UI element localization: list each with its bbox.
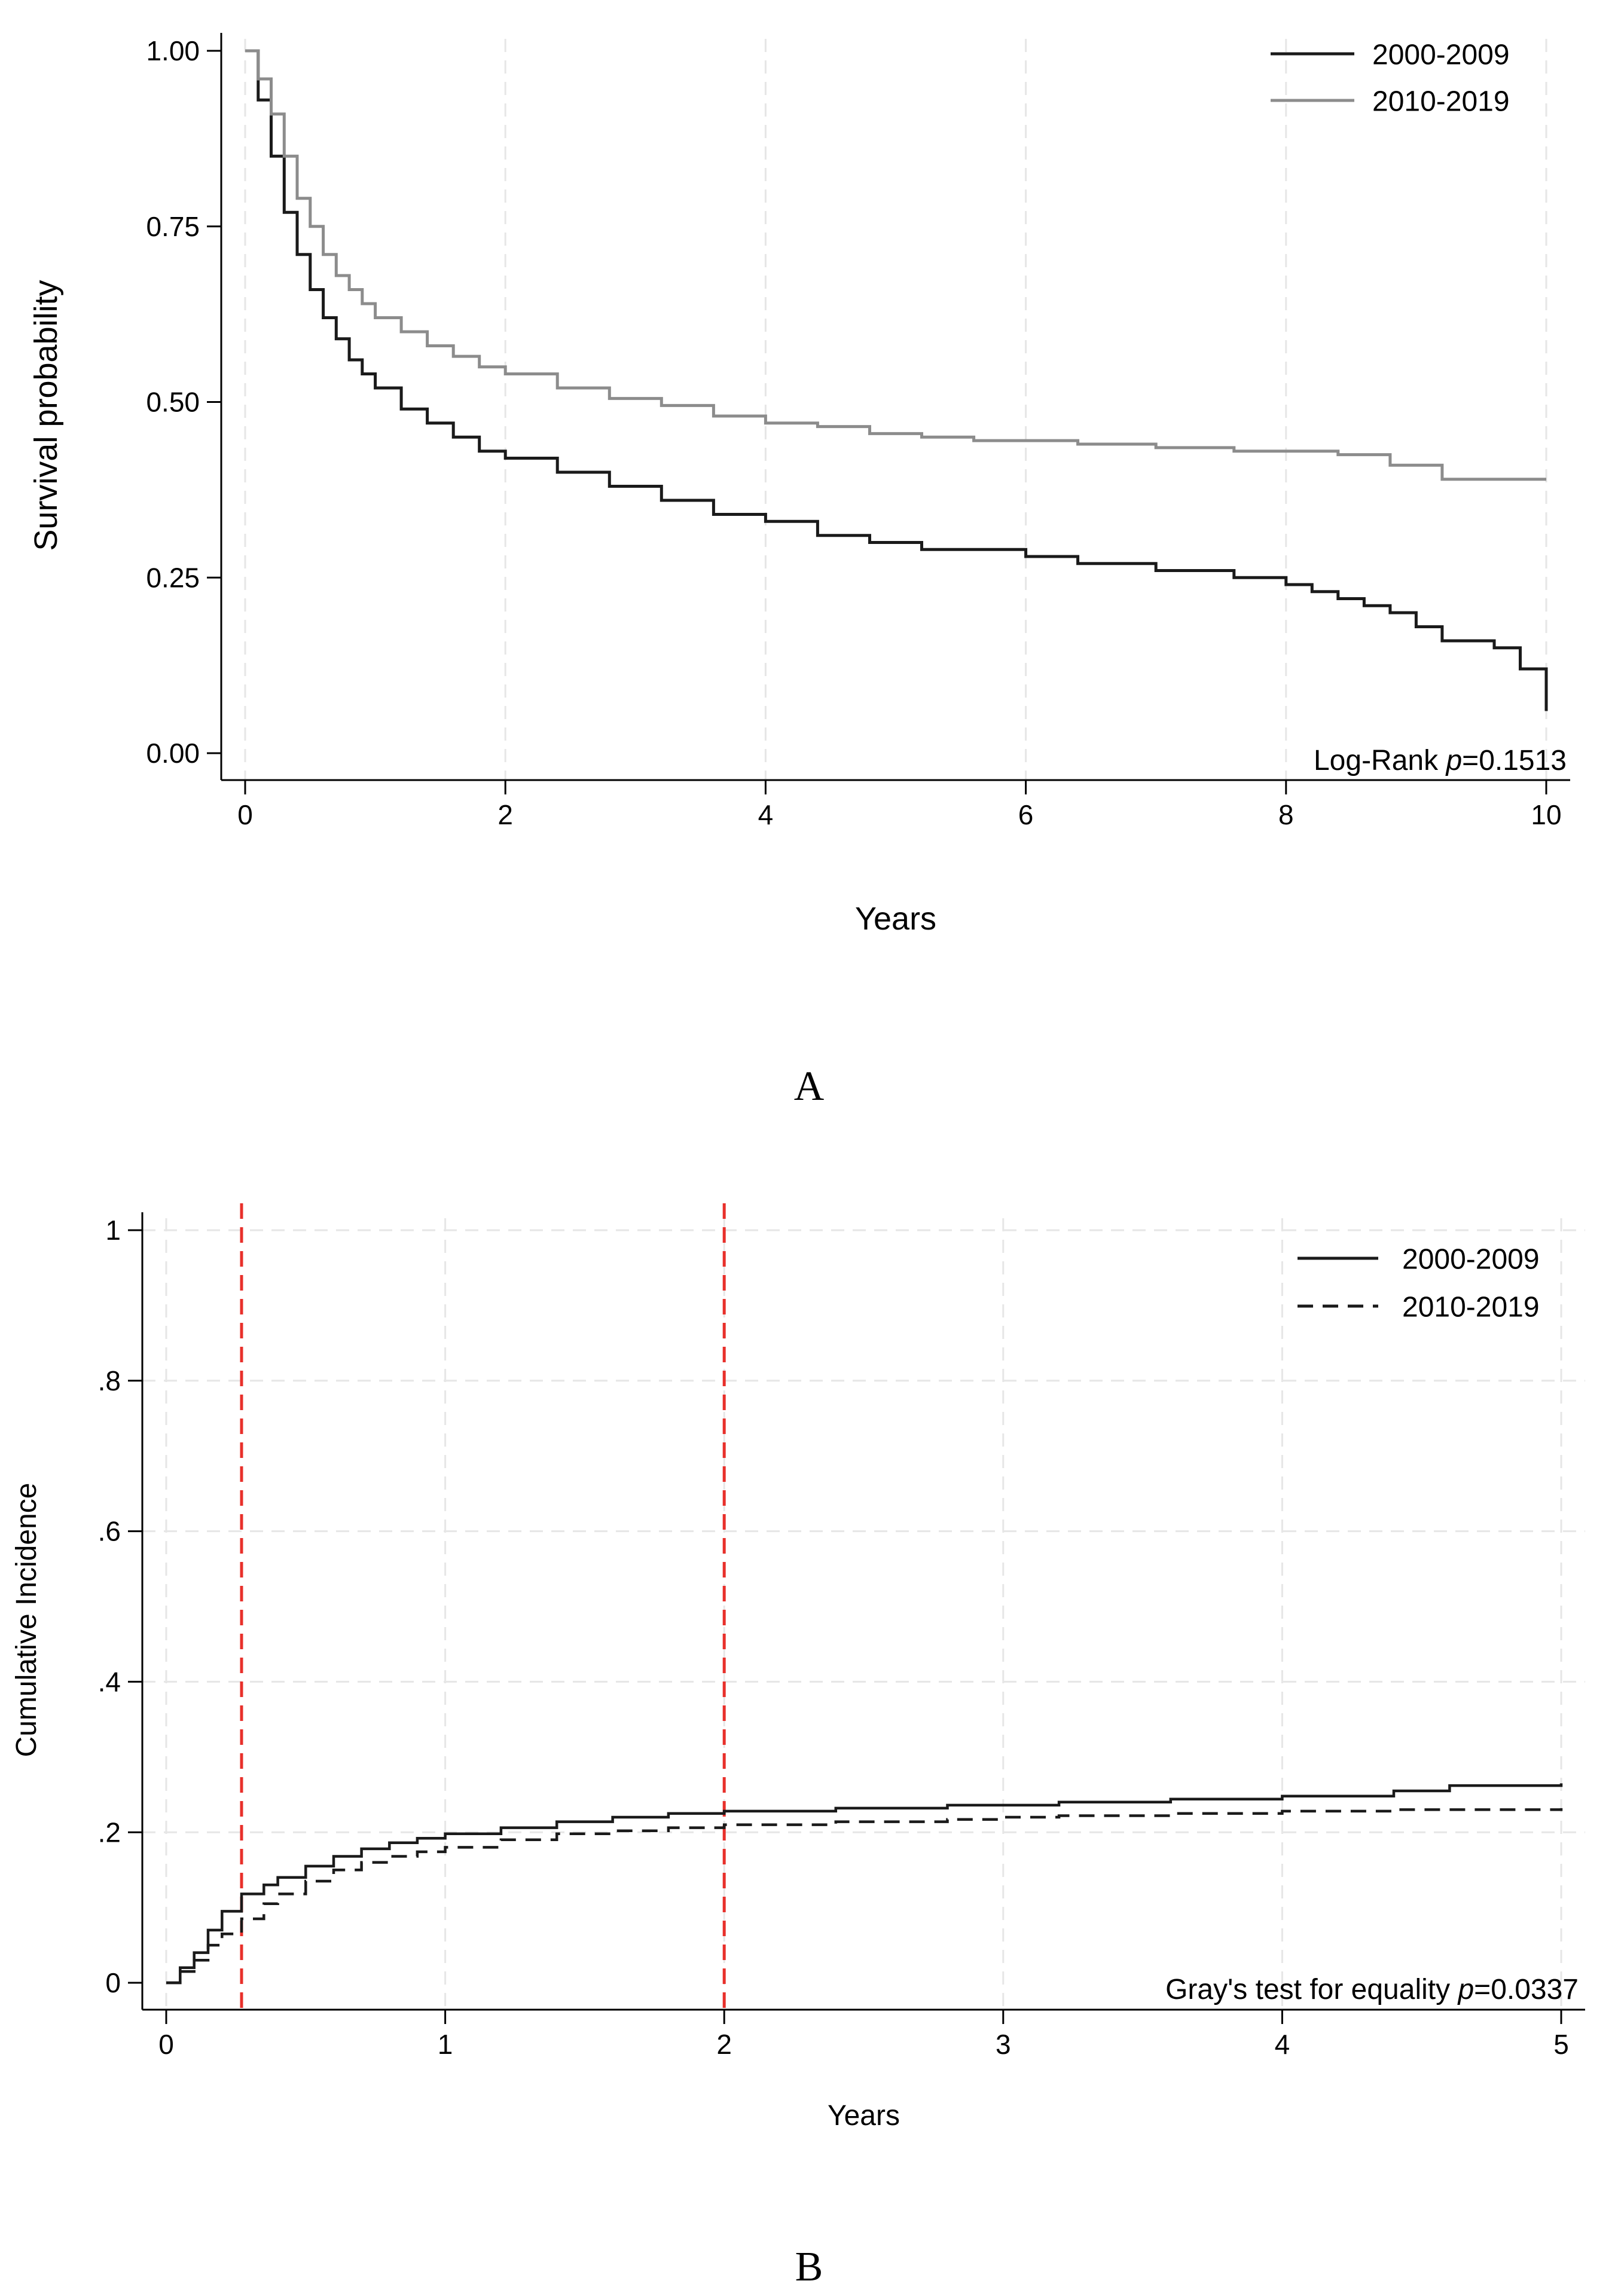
panel-a-p-value-annotation: Log-Rank p=0.1513 bbox=[1314, 745, 1567, 776]
panel-a-y-tick-label: 0.25 bbox=[146, 562, 200, 593]
panel-b-y-tick-label: 0 bbox=[105, 1967, 121, 1998]
panel-b-legend-label: 2000-2009 bbox=[1402, 1243, 1540, 1275]
panel-a-legend-label: 2010-2019 bbox=[1372, 85, 1510, 117]
panel-b-y-tick-label: .4 bbox=[98, 1667, 121, 1698]
panel-a-x-tick-label: 2 bbox=[497, 799, 513, 830]
panel-b: 0 1 2 3 4 5 0 .2 .4 .6 .8 1 Years Cumulative Incidenc… bbox=[11, 1203, 1585, 2132]
panel-b-x-tick-label: 2 bbox=[716, 2029, 732, 2060]
panel-a-y-axis-title: Survival probability bbox=[28, 280, 64, 551]
panel-b-legend-label: 2010-2019 bbox=[1402, 1291, 1540, 1323]
panel-b-x-axis-title: Years bbox=[828, 2100, 900, 2132]
panel-a-x-tick-label: 8 bbox=[1278, 799, 1294, 830]
panel-b-y-tick-label: .8 bbox=[98, 1365, 121, 1396]
panel-a-x-tick-label: 6 bbox=[1018, 799, 1034, 830]
panel-b-x-tick-label: 5 bbox=[1553, 2029, 1569, 2060]
panel-b-p-value-annotation: Gray's test for equality p=0.0337 bbox=[1165, 1974, 1579, 2005]
panel-b-y-axis-title: Cumulative Incidence bbox=[11, 1483, 42, 1757]
panel-a-x-axis-title: Years bbox=[855, 901, 936, 937]
panel-a-series-line-2010-2019 bbox=[245, 49, 1546, 481]
panel-a-label: A bbox=[794, 1063, 825, 1109]
panel-a-y-tick-label: 0.75 bbox=[146, 211, 200, 242]
panel-b-x-tick-label: 4 bbox=[1275, 2029, 1290, 2060]
panel-b-y-tick-label: 1 bbox=[105, 1215, 121, 1246]
panel-a-x-tick-label: 4 bbox=[758, 799, 774, 830]
panel-a-y-tick-label: 0.00 bbox=[146, 738, 200, 769]
panel-a: 0 2 4 6 8 10 0.00 0.25 0.50 0.75 1.00 Years Survival… bbox=[28, 33, 1570, 937]
panel-a-legend-label: 2000-2009 bbox=[1372, 39, 1510, 71]
panel-b-y-tick-label: .6 bbox=[98, 1516, 121, 1547]
panel-a-y-tick-label: 0.50 bbox=[146, 387, 200, 418]
panel-a-y-tick-label: 1.00 bbox=[146, 35, 200, 66]
panel-b-x-tick-label: 0 bbox=[158, 2029, 174, 2060]
panel-b-x-tick-label: 3 bbox=[996, 2029, 1011, 2060]
panel-b-x-tick-label: 1 bbox=[438, 2029, 453, 2060]
panel-a-series-line-2000-2009 bbox=[245, 49, 1548, 711]
panel-a-x-tick-label: 10 bbox=[1531, 799, 1561, 830]
panel-a-x-tick-label: 0 bbox=[237, 799, 253, 830]
panel-b-series-line-2010-2019 bbox=[166, 1808, 1563, 1985]
panel-b-y-tick-label: .2 bbox=[98, 1817, 121, 1848]
panel-b-label: B bbox=[795, 2244, 823, 2290]
panel-b-series-line-2000-2009 bbox=[166, 1783, 1563, 1985]
